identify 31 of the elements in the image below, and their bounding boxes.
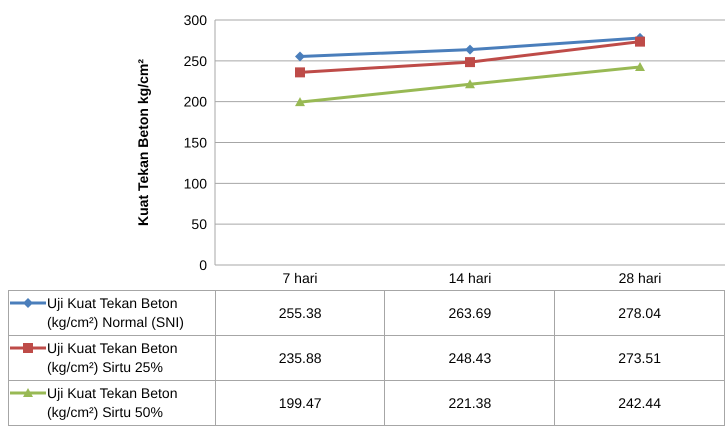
y-tick-label: 150 xyxy=(184,134,208,150)
y-tick-label: 250 xyxy=(184,52,208,69)
data-label: 278.04 xyxy=(554,290,724,336)
y-tick-label: 300 xyxy=(184,12,208,28)
point xyxy=(465,57,475,68)
y-tick-label: 50 xyxy=(191,216,208,232)
data-label: 242.44 xyxy=(554,380,724,426)
point xyxy=(465,79,475,88)
y-tick-label: 100 xyxy=(184,175,208,192)
data-label: 199.47 xyxy=(215,380,385,426)
point xyxy=(295,67,305,78)
y-tick-label: 200 xyxy=(184,94,208,110)
y-axis-title: Kuat Tekan Beton kg/cm² xyxy=(134,58,151,226)
data-label: 221.38 xyxy=(384,380,555,426)
point xyxy=(295,51,305,62)
data-label: 235.88 xyxy=(215,336,385,380)
y-tick-label: 0 xyxy=(199,256,208,273)
point xyxy=(635,36,645,47)
x-tick-label: 7 hari xyxy=(282,270,318,286)
x-tick-label: 14 hari xyxy=(448,270,492,286)
legend-label: Uji Kuat Tekan Beton (kg/cm²) Sirtu 50% xyxy=(47,384,178,422)
x-tick-label: 28 hari xyxy=(618,270,662,286)
point xyxy=(295,97,305,106)
data-label: 255.38 xyxy=(215,290,385,336)
data-label: 273.51 xyxy=(554,336,724,380)
point xyxy=(465,44,475,55)
point xyxy=(635,62,645,72)
data-label: 263.69 xyxy=(384,290,555,336)
data-label: 248.43 xyxy=(384,336,555,380)
legend-label: Uji Kuat Tekan Beton (kg/cm²) Normal (SNI) xyxy=(47,294,185,332)
legend-label: Uji Kuat Tekan Beton (kg/cm²) Sirtu 25% xyxy=(47,339,178,377)
